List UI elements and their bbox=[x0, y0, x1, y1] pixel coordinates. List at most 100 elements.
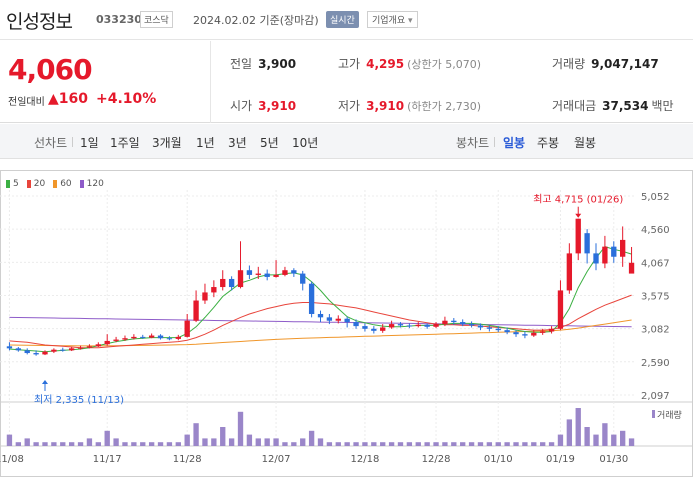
volume-bar bbox=[131, 442, 137, 446]
candle-body bbox=[611, 246, 617, 257]
volume-bar bbox=[264, 438, 270, 446]
low-price: 저가 3,910 (하한가 2,730) bbox=[338, 99, 481, 113]
legend-ma5: 5 bbox=[6, 179, 19, 189]
volume-bar bbox=[477, 442, 484, 446]
volume-bar bbox=[193, 423, 199, 446]
volume-bar bbox=[51, 442, 57, 446]
candle-body bbox=[540, 331, 546, 333]
date-tick-label: 12/18 bbox=[351, 454, 380, 465]
candle-body bbox=[282, 270, 288, 275]
legend-ma120: 120 bbox=[79, 179, 104, 189]
divider bbox=[210, 41, 211, 123]
volume-bar bbox=[24, 438, 30, 446]
candle-body bbox=[24, 350, 30, 354]
volume-bar bbox=[353, 442, 359, 446]
volume-bar bbox=[611, 434, 617, 446]
change-value: ▲160 bbox=[48, 91, 89, 107]
volume-bar bbox=[33, 442, 39, 446]
candlestick-svg: 5,052 4,560 4,067 3,575 3,082 2,590 2,097 11/08… bbox=[0, 170, 693, 477]
candle-weekly[interactable]: 주봉 bbox=[537, 136, 560, 150]
volume-bar bbox=[495, 442, 501, 446]
volume-bar bbox=[273, 438, 279, 446]
low-annotation: 최저 2,335 (11/13) bbox=[34, 394, 124, 406]
volume-bar bbox=[433, 442, 439, 446]
candle-monthly[interactable]: 월봉 bbox=[574, 136, 597, 150]
period-10y[interactable]: 10년 bbox=[292, 136, 319, 150]
trade-amount: 거래대금 37,534 백만 bbox=[552, 99, 674, 113]
candle-body bbox=[584, 233, 590, 254]
volume-bar bbox=[175, 442, 181, 446]
candle-body bbox=[175, 336, 181, 339]
volume-bar bbox=[60, 442, 66, 446]
candle-body bbox=[291, 270, 297, 274]
ma-legend: 5 20 60 120 bbox=[6, 179, 104, 189]
date-tick-label: 01/30 bbox=[599, 454, 628, 465]
ma20-line bbox=[9, 294, 632, 349]
open-price: 시가 3,910 bbox=[230, 99, 297, 113]
date-tick-label: 12/07 bbox=[262, 454, 291, 465]
candle-body bbox=[575, 218, 581, 254]
volume-bar bbox=[42, 442, 48, 446]
period-1w[interactable]: 1주일 bbox=[110, 136, 140, 150]
volume-bar bbox=[442, 442, 448, 446]
date-tick-label: 12/28 bbox=[422, 454, 451, 465]
candle-body bbox=[51, 349, 57, 352]
date-tick-label: 01/10 bbox=[484, 454, 513, 465]
volume-bar bbox=[344, 442, 350, 446]
period-3m[interactable]: 3개월 bbox=[152, 136, 182, 150]
realtime-button[interactable]: 실시간 bbox=[326, 11, 359, 28]
candle-body bbox=[300, 273, 306, 284]
candle-body bbox=[433, 324, 439, 327]
volume-bar bbox=[291, 442, 297, 446]
volume-bar bbox=[602, 423, 608, 446]
stock-name: 인성정보 bbox=[6, 11, 73, 33]
volume-bar bbox=[397, 442, 404, 446]
period-1y[interactable]: 1년 bbox=[196, 136, 215, 150]
volume-bar bbox=[77, 442, 84, 446]
candle-body bbox=[344, 318, 350, 323]
period-5y[interactable]: 5년 bbox=[260, 136, 279, 150]
candle-body bbox=[335, 318, 341, 321]
volume-bar bbox=[406, 442, 413, 446]
period-3y[interactable]: 3년 bbox=[228, 136, 247, 150]
volume-bar bbox=[335, 442, 341, 446]
volume-bar bbox=[157, 442, 164, 446]
quote-date: 2024.02.02 기준(장마감) bbox=[193, 14, 319, 27]
candle-body bbox=[220, 278, 226, 288]
volume-bar bbox=[282, 442, 288, 446]
chart-toolbar: 선차트 1일 1주일 3개월 1년 3년 5년 10년 봉차트 일봉 주봉 월봉 bbox=[0, 124, 693, 159]
volume-bar bbox=[228, 438, 235, 446]
candle-body bbox=[477, 325, 484, 328]
volume-bar bbox=[184, 434, 190, 446]
candle-body bbox=[371, 328, 377, 331]
candle-body bbox=[211, 287, 217, 293]
ma60-line bbox=[9, 319, 632, 347]
period-1d[interactable]: 1일 bbox=[80, 136, 99, 150]
price-tick-label: 4,067 bbox=[641, 258, 670, 269]
price-chart[interactable]: 5 20 60 120 5,052 4,560 4,067 3,575 3,082 2,5… bbox=[0, 170, 693, 477]
price-tick-label: 5,052 bbox=[641, 192, 670, 203]
candle-body bbox=[184, 320, 190, 337]
stock-header: 인성정보 033230 코스닥 2024.02.02 기준(장마감) 실시간 기… bbox=[0, 0, 693, 40]
volume-bar bbox=[575, 408, 581, 446]
candle-body bbox=[264, 273, 270, 277]
candle-body bbox=[228, 278, 235, 288]
candle-body bbox=[68, 348, 75, 351]
price-tick-label: 3,082 bbox=[641, 325, 670, 336]
volume-bar bbox=[504, 442, 510, 446]
candle-body bbox=[522, 334, 528, 336]
volume-bar bbox=[540, 442, 546, 446]
volume-bar bbox=[460, 442, 466, 446]
volume-bar bbox=[317, 438, 324, 446]
volume-bar bbox=[202, 438, 208, 446]
volume-bar bbox=[531, 442, 537, 446]
price-tick-label: 2,097 bbox=[641, 391, 670, 402]
candle-daily[interactable]: 일봉 bbox=[503, 136, 526, 150]
company-overview-dropdown[interactable]: 기업개요 ▾ bbox=[367, 11, 418, 28]
candle-body bbox=[620, 239, 626, 257]
candle-body bbox=[131, 336, 137, 339]
volume-bar bbox=[415, 442, 421, 446]
volume-bar bbox=[566, 419, 573, 446]
candle-body bbox=[113, 339, 119, 341]
price-tick-label: 3,575 bbox=[641, 291, 670, 302]
